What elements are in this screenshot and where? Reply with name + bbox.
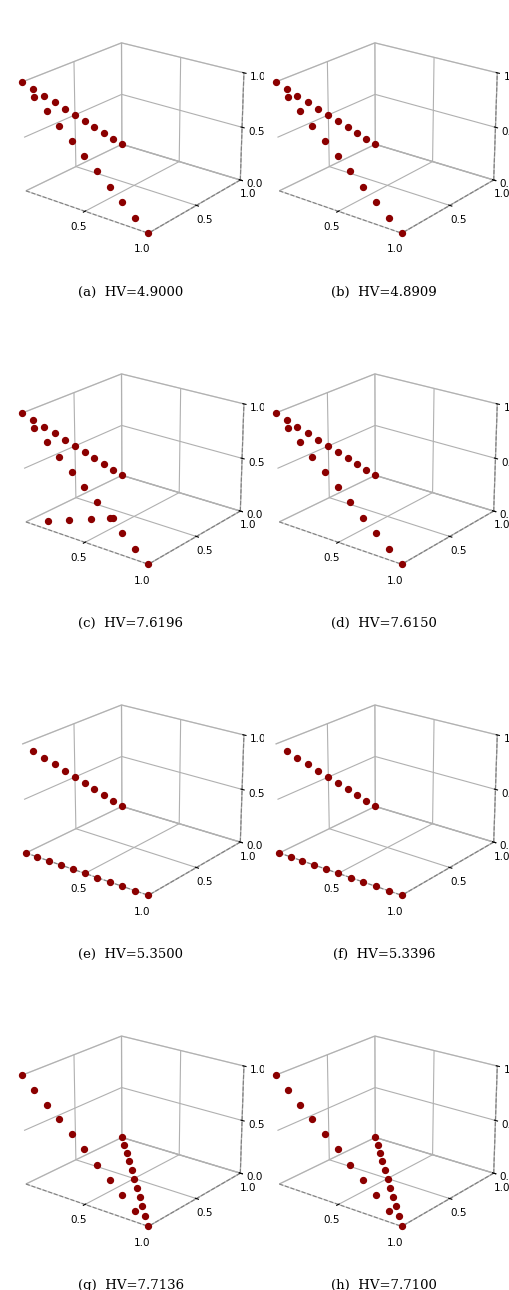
Title: (c)  HV=7.6196: (c) HV=7.6196 <box>78 617 183 631</box>
Title: (h)  HV=7.7100: (h) HV=7.7100 <box>331 1280 436 1290</box>
Title: (g)  HV=7.7136: (g) HV=7.7136 <box>78 1280 184 1290</box>
Title: (a)  HV=4.9000: (a) HV=4.9000 <box>78 286 183 299</box>
Title: (b)  HV=4.8909: (b) HV=4.8909 <box>331 286 436 299</box>
Title: (d)  HV=7.6150: (d) HV=7.6150 <box>331 617 436 631</box>
Title: (e)  HV=5.3500: (e) HV=5.3500 <box>78 948 183 961</box>
Title: (f)  HV=5.3396: (f) HV=5.3396 <box>332 948 435 961</box>
